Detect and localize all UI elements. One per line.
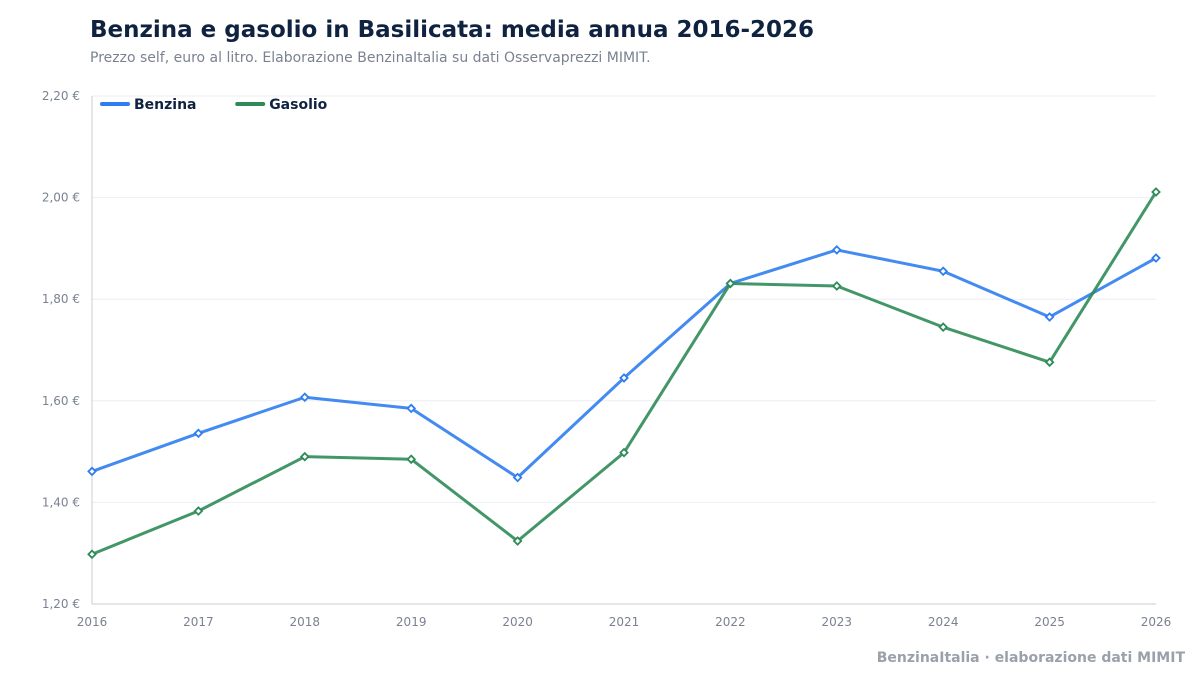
chart-subtitle: Prezzo self, euro al litro. Elaborazione… [90,50,651,66]
y-tick-label: 1,20 € [42,597,80,611]
data-point [299,451,310,462]
axes: 1,20 € 1,40 € 1,60 € 1,80 € 2,00 € 2,20 € 2016… [42,89,1171,629]
x-tick-label: 2016 [77,615,108,629]
footer-credit: BenzinaItalia · elaborazione dati MIMIT [876,650,1185,666]
x-tick-label: 2025 [1034,615,1065,629]
data-point [938,322,949,333]
data-point [406,403,417,414]
x-tick-label: 2026 [1141,615,1172,629]
data-point [87,466,97,477]
y-tick-label: 1,60 € [42,394,80,408]
data-point [299,392,310,403]
series-line-benzina [90,248,1158,480]
y-tick-label: 1,80 € [42,292,80,306]
data-point [938,266,949,277]
data-point [831,281,842,291]
x-tick-label: 2020 [502,615,533,629]
data-point [1151,253,1161,263]
grid-lines [92,95,1156,503]
data-point [725,278,736,289]
data-point [1151,187,1161,197]
legend-label: Gasolio [269,97,327,113]
data-point [406,454,417,465]
y-tick-label: 2,20 € [42,89,80,103]
data-point [512,472,523,483]
legend: Benzina Gasolio [100,97,328,113]
data-point [87,549,97,560]
x-tick-label: 2017 [183,615,214,629]
x-tick-label: 2018 [290,615,321,629]
y-tick-label: 2,00 € [42,191,80,205]
data-point [512,536,523,546]
data-point [193,506,204,516]
data-point [193,428,204,439]
x-tick-label: 2019 [396,615,427,629]
series-lines [87,187,1161,560]
data-point [619,373,629,383]
data-point [1044,312,1055,322]
y-tick-label: 1,40 € [42,495,80,509]
data-point [831,245,842,255]
chart-title: Benzina e gasolio in Basilicata: media a… [90,17,815,43]
x-tick-label: 2021 [609,615,640,629]
x-tick-label: 2023 [822,615,853,629]
data-point [1044,357,1055,368]
legend-label: Benzina [134,97,197,113]
data-point [619,447,629,458]
x-tick-label: 2024 [928,615,959,629]
x-tick-label: 2022 [715,615,746,629]
